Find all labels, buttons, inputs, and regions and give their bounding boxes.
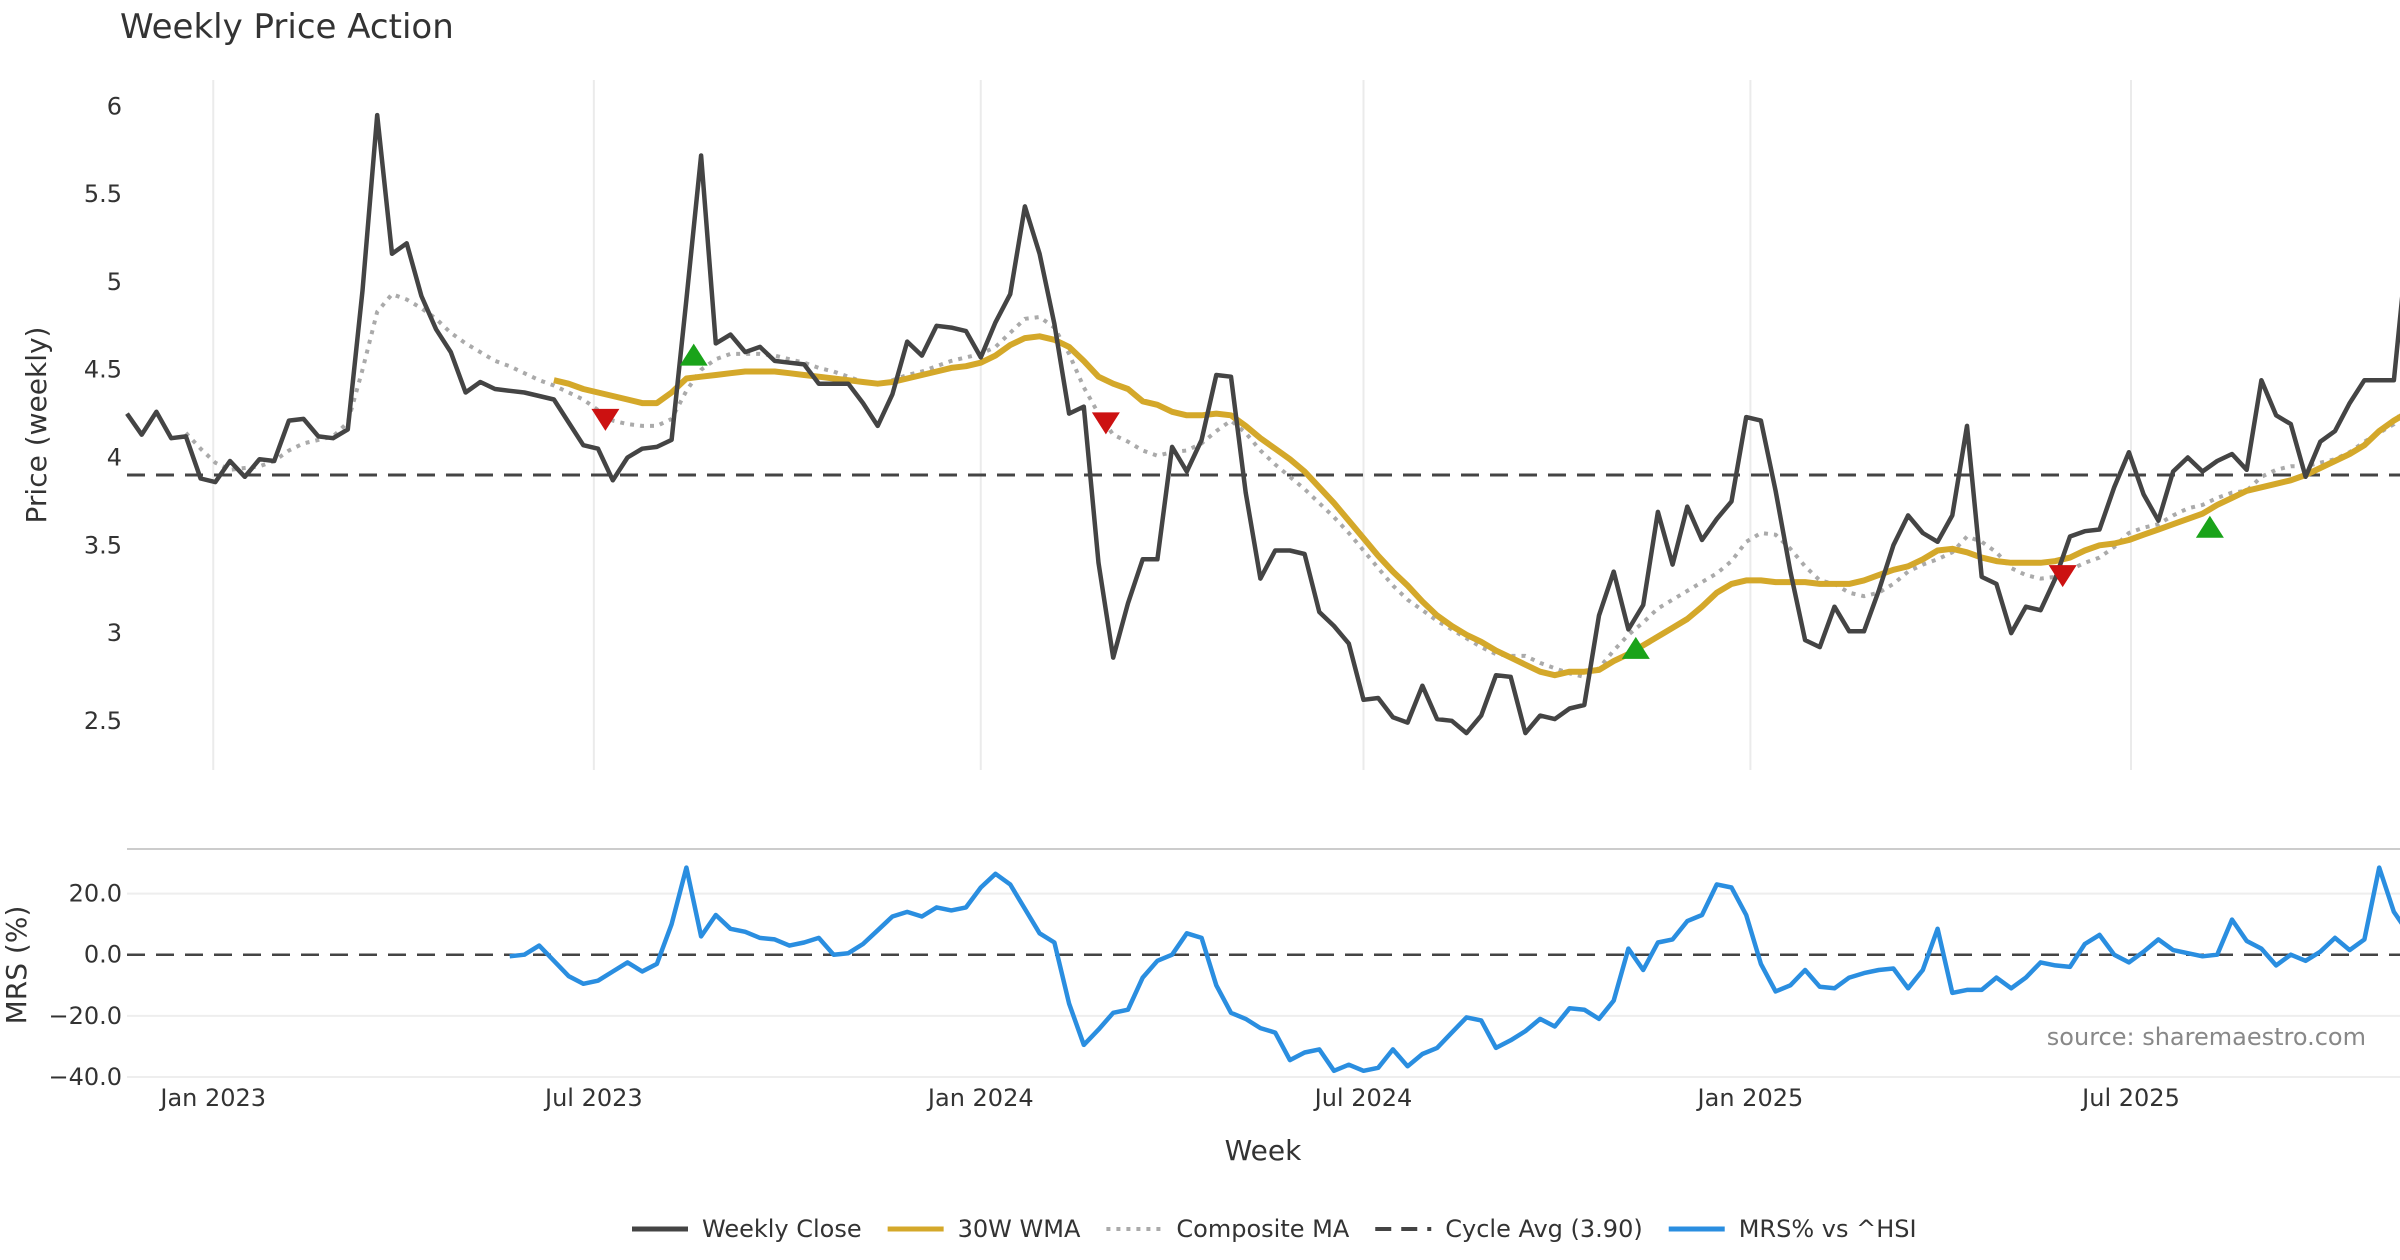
- price-y-axis-title: Price (weekly): [20, 327, 53, 524]
- x-tick-label: Jul 2023: [543, 1084, 643, 1112]
- price-grid: [212, 80, 2133, 770]
- price-y-tick-label: 4: [107, 443, 122, 471]
- x-tick-label: Jul 2025: [2080, 1084, 2180, 1112]
- legend-item: Composite MA: [1106, 1215, 1350, 1243]
- mrs-y-ticks: −40.0 −20.0 0.0 20.0: [48, 880, 122, 1091]
- legend-label: Weekly Close: [702, 1215, 862, 1243]
- x-tick-label: Jan 2023: [158, 1084, 266, 1112]
- legend-item: Cycle Avg (3.90): [1375, 1215, 1643, 1243]
- legend-label: MRS% vs ^HSI: [1739, 1215, 1917, 1243]
- mrs-y-tick-label: −40.0: [48, 1063, 122, 1091]
- mrs-y-tick-label: 20.0: [69, 880, 122, 908]
- x-ticks: Jan 2023 Jul 2023 Jan 2024 Jul 2024 Jan 2025…: [158, 1084, 2179, 1112]
- price-y-ticks: 2.5 3 3.5 4 4.5 5 5.5 6: [84, 92, 122, 735]
- legend-label: Cycle Avg (3.90): [1445, 1215, 1642, 1243]
- series-composite-ma: [184, 292, 2400, 679]
- price-y-tick-label: 6: [107, 92, 122, 120]
- mrs-y-tick-label: −20.0: [48, 1002, 122, 1030]
- x-tick-label: Jan 2024: [926, 1084, 1034, 1112]
- x-axis-title: Week: [1225, 1134, 1302, 1167]
- legend-item: MRS% vs ^HSI: [1668, 1215, 1917, 1243]
- x-tick-label: Jan 2025: [1696, 1084, 1804, 1112]
- price-y-tick-label: 5.5: [84, 180, 122, 208]
- legend-label: 30W WMA: [958, 1215, 1081, 1243]
- price-y-tick-label: 5: [107, 268, 122, 296]
- source-note: source: sharemaestro.com: [2047, 1023, 2366, 1051]
- price-y-tick-label: 3: [107, 619, 122, 647]
- legend-item: Weekly Close: [632, 1215, 862, 1243]
- signal-markers: [591, 343, 2224, 659]
- price-y-tick-label: 3.5: [84, 531, 122, 559]
- price-y-tick-label: 2.5: [84, 707, 122, 735]
- buy-signal-marker: [2195, 515, 2224, 538]
- chart-title: Weekly Price Action: [120, 7, 454, 47]
- mrs-grid: [127, 892, 2400, 1078]
- legend: Weekly Close 30W WMA Composite MA Cycle Avg…: [632, 1215, 1917, 1243]
- legend-label: Composite MA: [1176, 1215, 1349, 1243]
- price-y-tick-label: 4.5: [84, 356, 122, 384]
- sell-signal-marker: [591, 408, 620, 431]
- mrs-y-tick-label: 0.0: [84, 941, 122, 969]
- series-30w-wma: [553, 333, 2400, 679]
- sell-signal-marker: [1091, 412, 1120, 435]
- series-mrs: [509, 865, 2400, 1074]
- series-weekly-close: [125, 112, 2400, 736]
- x-tick-label: Jul 2024: [1313, 1084, 1413, 1112]
- buy-signal-marker: [679, 343, 708, 366]
- mrs-y-axis-title: MRS (%): [0, 906, 33, 1025]
- sell-signal-marker: [2048, 565, 2077, 588]
- buy-signal-marker: [1621, 636, 1650, 659]
- legend-item: 30W WMA: [887, 1215, 1081, 1243]
